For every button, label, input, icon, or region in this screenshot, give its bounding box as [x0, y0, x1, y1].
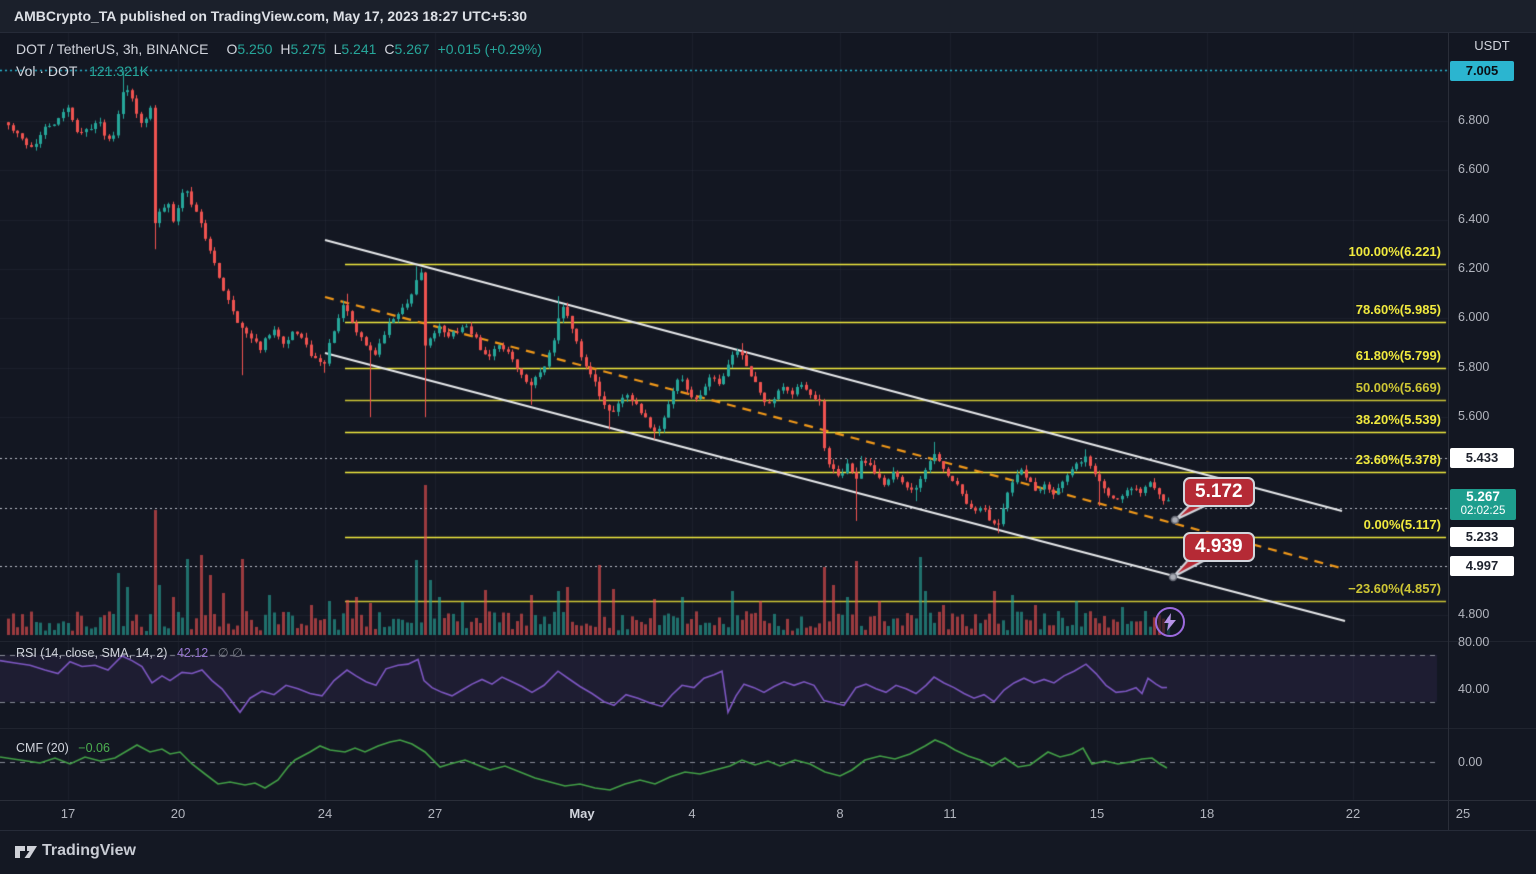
- volume-label: Vol · DOT: [16, 63, 78, 79]
- time-tick-15: 15: [1089, 806, 1105, 821]
- price-tick-6.600: 6.600: [1458, 162, 1490, 177]
- pane-separator: [0, 728, 1536, 729]
- cmf-legend[interactable]: CMF (20) −0.06: [16, 741, 110, 755]
- flash-icon-button[interactable]: [1155, 607, 1185, 637]
- lightning-icon: [1164, 613, 1176, 631]
- footer-bar: TradingView: [0, 830, 1536, 874]
- fib-label-78.6[interactable]: 78.60%(5.985): [1355, 302, 1441, 318]
- price-tick-6.200: 6.200: [1458, 261, 1490, 275]
- ohlc-value: 5.250: [237, 41, 273, 57]
- ohlc-key: H: [280, 41, 291, 57]
- price-label-5.233: 5.233: [1450, 527, 1514, 547]
- price-tick-5.800: 5.800: [1458, 359, 1490, 374]
- time-tick-17: 17: [60, 806, 76, 821]
- time-axis-border: [0, 800, 1536, 801]
- price-axis-currency: USDT: [1474, 38, 1510, 53]
- price-tick-6.000: 6.000: [1458, 310, 1490, 325]
- tradingview-brand[interactable]: TradingView: [42, 842, 136, 859]
- fib-label-0[interactable]: 0.00%(5.117): [1363, 516, 1441, 532]
- time-tick-18: 18: [1199, 806, 1215, 821]
- rsi-ma-values: ∅ ∅: [217, 646, 243, 660]
- time-axis[interactable]: [0, 800, 1448, 830]
- ohlc-key: C: [384, 41, 395, 57]
- price-label-high: 7.005: [1450, 61, 1514, 81]
- symbol-legend[interactable]: DOT / TetherUS, 3h, BINANCE O5.250 H5.275 L…: [16, 41, 542, 57]
- rsi-legend[interactable]: RSI (14, close, SMA, 14, 2) 42.12 ∅ ∅: [16, 645, 243, 660]
- bar-countdown: 02:02:25: [1460, 505, 1506, 517]
- fib-label--23.6[interactable]: −23.60%(4.857): [1348, 580, 1441, 596]
- rsi-level-40: 40.00: [1458, 682, 1490, 696]
- fib-label-50[interactable]: 50.00%(5.669): [1355, 380, 1441, 396]
- price-label-5.433: 5.433: [1450, 448, 1514, 468]
- fib-label-38.2[interactable]: 38.20%(5.539): [1355, 412, 1441, 428]
- cmf-title: CMF (20): [16, 741, 69, 755]
- fib-label-100[interactable]: 100.00%(6.221): [1348, 243, 1441, 259]
- ohlc-value: 5.275: [290, 41, 326, 57]
- price-label-4.997: 4.997: [1450, 556, 1514, 576]
- published-text: AMBCrypto_TA published on TradingView.co…: [14, 8, 528, 24]
- ohlc-key: L: [333, 41, 342, 57]
- ohlc-value: 5.267: [394, 41, 430, 57]
- price-tick-6.400: 6.400: [1458, 211, 1490, 226]
- rsi-level-80: 80.00: [1458, 635, 1490, 649]
- time-tick-22: 22: [1345, 806, 1361, 821]
- ohlc-value: 5.241: [341, 41, 377, 57]
- last-price: 5.267: [1466, 489, 1500, 504]
- symbol-title: DOT / TetherUS, 3h, BINANCE: [16, 41, 209, 57]
- fib-label-61.8[interactable]: 61.80%(5.799): [1355, 348, 1441, 364]
- price-tick-6.800: 6.800: [1458, 112, 1490, 127]
- time-tick-27: 27: [427, 806, 443, 821]
- price-tick-5.600: 5.600: [1458, 409, 1490, 424]
- price-callout-4939[interactable]: 4.939: [1183, 532, 1255, 562]
- time-tick-20: 20: [170, 806, 186, 821]
- pane-separator: [0, 641, 1536, 642]
- price-axis-border: [1448, 33, 1449, 830]
- volume-value: 121.321K: [89, 63, 150, 79]
- cmf-value: −0.06: [78, 741, 110, 755]
- price-callout-5172[interactable]: 5.172: [1183, 477, 1255, 507]
- last-price-label: 5.267 02:02:25: [1450, 489, 1516, 520]
- fib-label-23.6[interactable]: 23.60%(5.378): [1355, 452, 1441, 468]
- ohlc-values: O5.250 H5.275 L5.241 C5.267: [218, 41, 429, 57]
- price-tick-4.800: 4.800: [1458, 606, 1490, 621]
- tradingview-logo[interactable]: [14, 843, 38, 863]
- time-tick-25: 25: [1455, 806, 1471, 821]
- time-tick-8: 8: [836, 806, 844, 821]
- rsi-title: RSI (14, close, SMA, 14, 2): [16, 646, 168, 660]
- rsi-value: 42.12: [176, 646, 209, 660]
- change-value: +0.015 (+0.29%): [437, 41, 542, 57]
- volume-legend[interactable]: Vol · DOT 121.321K: [16, 63, 149, 79]
- cmf-level-0: 0.00: [1458, 755, 1483, 769]
- time-tick-11: 11: [943, 806, 957, 821]
- time-tick-May: May: [569, 806, 595, 821]
- published-info-bar: AMBCrypto_TA published on TradingView.co…: [0, 0, 1536, 33]
- time-tick-4: 4: [688, 806, 696, 821]
- time-tick-24: 24: [317, 806, 333, 821]
- ohlc-key: O: [226, 41, 238, 57]
